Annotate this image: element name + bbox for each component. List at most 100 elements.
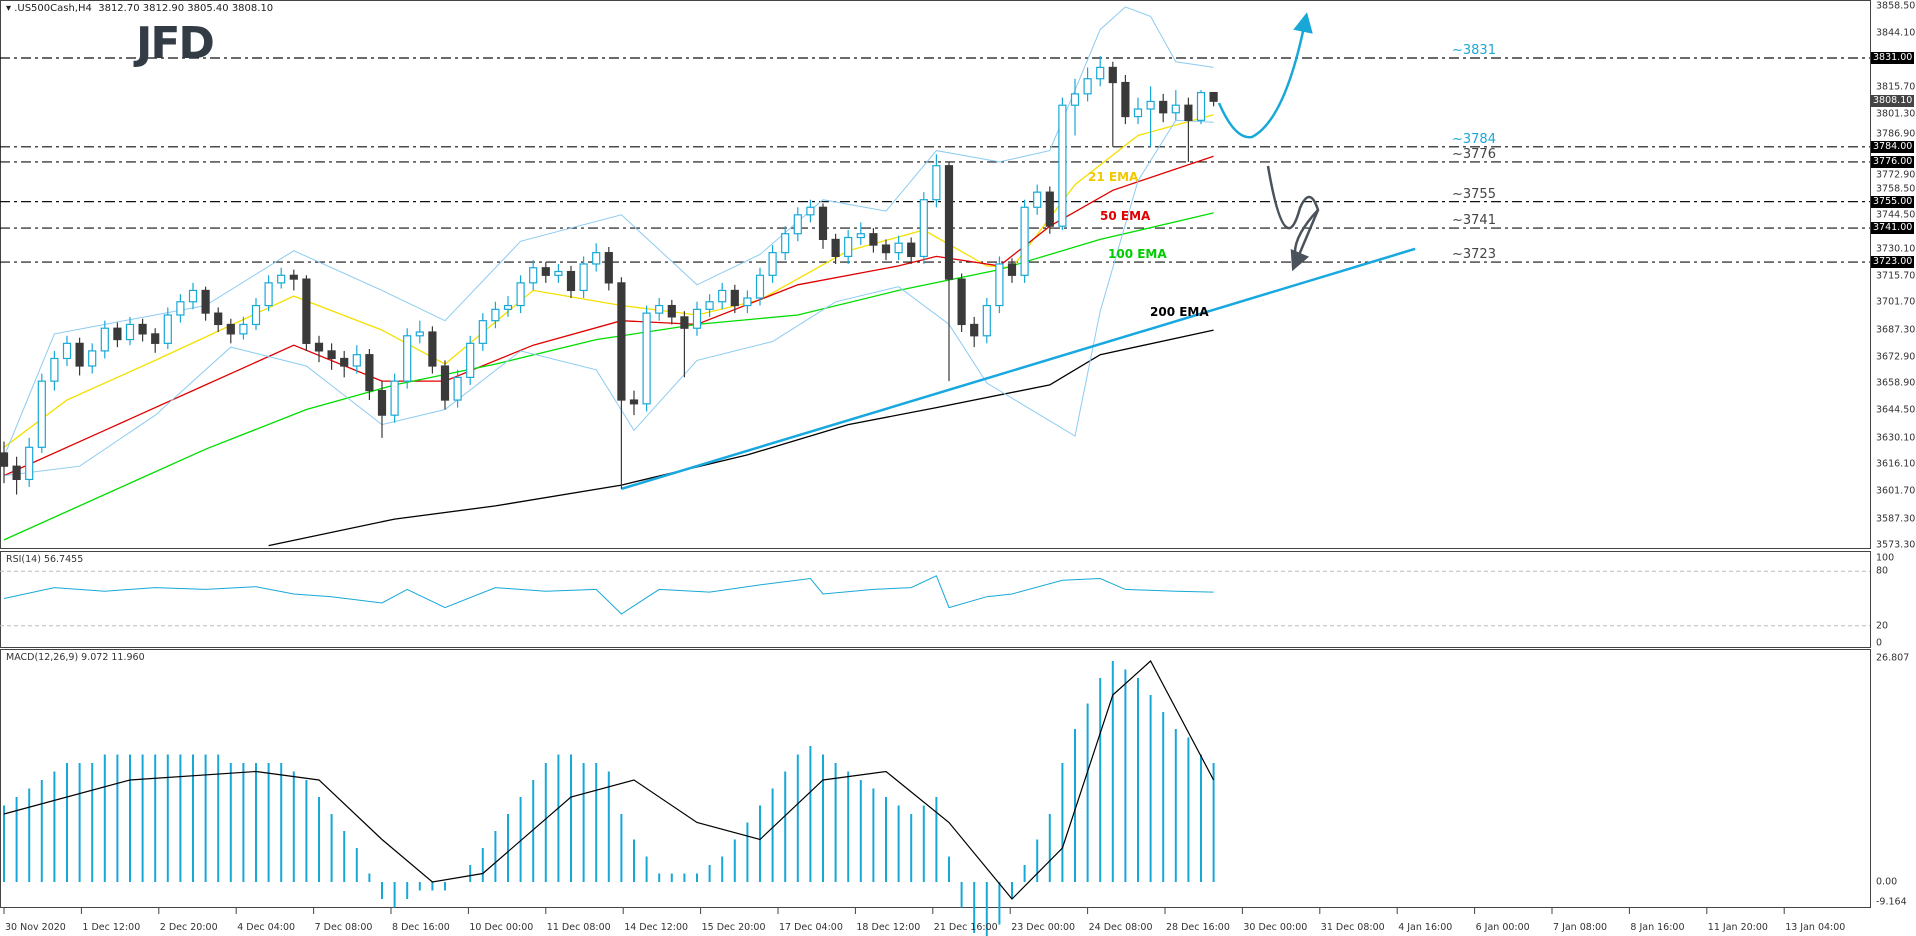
bullish-candle (705, 301, 714, 310)
rsi-tick: 20 (1876, 620, 1889, 632)
bearish-candle (1159, 100, 1168, 114)
bullish-candle (50, 357, 59, 382)
rsi-tick: 0 (1876, 637, 1883, 649)
price-tick: 3730.10 (1876, 243, 1916, 255)
bearish-candle (377, 389, 387, 416)
bearish-candle (226, 323, 235, 335)
bearish-candle (1121, 81, 1130, 118)
price-tick: 3758.50 (1876, 183, 1916, 195)
bullish-candle (781, 233, 790, 254)
ema50-label: 50 EMA (1100, 209, 1151, 223)
macd-tick: -9.164 (1876, 896, 1907, 908)
time-label: 11 Dec 08:00 (546, 922, 611, 933)
rsi-indicator (0, 570, 1870, 627)
bearish-candle (12, 465, 21, 481)
jfd-logo: JFD (136, 18, 215, 69)
bearish-candle (302, 278, 311, 344)
bearish-candle (730, 289, 739, 307)
bullish-candle (176, 301, 185, 316)
bullish-candle (743, 297, 752, 307)
bullish-candle (1171, 104, 1180, 114)
level-price-box: 3741.00 (1871, 222, 1915, 235)
main-pane (0, 0, 1871, 549)
bullish-candle (1058, 104, 1067, 227)
bearish-candle (428, 331, 437, 367)
price-tick: 3701.70 (1876, 296, 1916, 308)
bearish-candle (957, 278, 966, 326)
macd-title: MACD(12,26,9) 9.072 11.960 (6, 652, 145, 663)
price-tick: 3844.10 (1876, 27, 1916, 39)
level-label: ~3831 (1452, 42, 1496, 58)
bullish-candle (755, 274, 765, 299)
bullish-candle (239, 323, 248, 335)
bullish-candle (856, 233, 865, 239)
bearish-candle (365, 354, 374, 392)
bearish-candle (201, 289, 210, 314)
bullish-candle (692, 308, 702, 329)
time-label: 4 Jan 16:00 (1398, 922, 1453, 933)
price-tick: 3573.30 (1876, 539, 1916, 551)
time-label: 23 Dec 00:00 (1011, 922, 1076, 933)
level-price-box: 3755.00 (1871, 195, 1915, 208)
time-label: 13 Jan 04:00 (1785, 922, 1846, 933)
bullish-candle (768, 252, 777, 276)
trendline[interactable] (621, 247, 1416, 491)
price-tick: 3772.90 (1876, 169, 1916, 181)
macd-indicator (3, 660, 1215, 936)
bearish-candle (440, 365, 450, 401)
bollinger-band-line (3, 6, 1214, 457)
bearish-candle (340, 357, 349, 367)
bullish-candle (642, 312, 651, 405)
bearish-candle (604, 252, 613, 284)
bullish-candle (982, 304, 991, 337)
bullish-candle (403, 335, 412, 382)
time-label: 2 Dec 20:00 (159, 922, 218, 933)
price-tick: 3601.70 (1876, 485, 1916, 497)
price-tick: 3672.90 (1876, 351, 1916, 363)
rsi-title: RSI(14) 56.7455 (6, 554, 84, 565)
level-label: ~3741 (1452, 213, 1496, 229)
bullish-candle (1196, 91, 1206, 121)
ema100-label: 100 EMA (1108, 247, 1167, 261)
bearish-candle (1045, 191, 1054, 227)
price-tick: 3815.70 (1876, 81, 1916, 93)
time-label: 10 Dec 00:00 (469, 922, 534, 933)
level-price-box: 3776.00 (1871, 155, 1915, 168)
time-label: 7 Dec 08:00 (314, 922, 373, 933)
time-label: 30 Dec 00:00 (1243, 922, 1308, 933)
dropdown-triangle-icon[interactable]: ▾ (6, 3, 15, 14)
rsi-line (3, 575, 1214, 615)
level-label: ~3784 (1452, 131, 1496, 147)
macd-signal-line (3, 660, 1215, 900)
bearish-candle (944, 165, 954, 280)
bullish-candle (163, 314, 172, 344)
level-label: ~3755 (1452, 186, 1496, 202)
bearish-candle (138, 323, 147, 335)
time-label: 11 Jan 20:00 (1707, 922, 1768, 933)
bullish-candle (516, 282, 525, 307)
time-label: 14 Dec 12:00 (624, 922, 689, 933)
ema200-label: 200 EMA (1150, 305, 1209, 319)
bearish-candle (75, 342, 84, 367)
bullish-candle (806, 206, 815, 216)
bullish-candle (592, 252, 601, 265)
bullish-candle (1070, 93, 1080, 106)
price-tick: 3801.30 (1876, 108, 1916, 120)
bullish-candle (1083, 78, 1092, 95)
price-tick: 3630.10 (1876, 432, 1916, 444)
current-price-box: 3808.10 (1871, 95, 1915, 108)
bullish-candle (88, 350, 97, 367)
price-tick: 3587.30 (1876, 513, 1916, 525)
bearish-candle (289, 274, 298, 280)
bullish-candle (932, 165, 941, 201)
bearish-scenario-arrow (1266, 165, 1320, 261)
bullish-candle (1146, 100, 1155, 110)
200-ema-line (268, 329, 1214, 547)
time-label: 7 Jan 08:00 (1553, 922, 1608, 933)
chart-header: ▾ .US500Cash,H4 3812.70 3812.90 3805.40 … (6, 3, 273, 14)
bearish-candle (970, 323, 979, 337)
bollinger-band-line (3, 119, 1214, 477)
bullish-candle (352, 354, 361, 367)
time-label: 15 Dec 20:00 (701, 922, 766, 933)
level-label: ~3776 (1452, 146, 1496, 162)
